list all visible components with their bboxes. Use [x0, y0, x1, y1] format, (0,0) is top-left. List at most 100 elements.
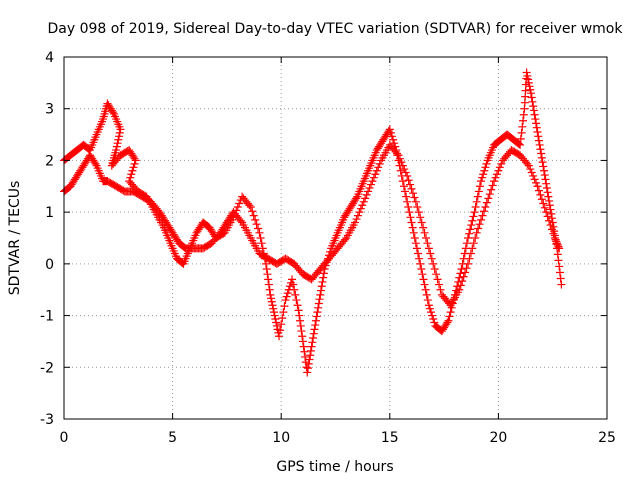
- data-point-marker: [479, 207, 488, 216]
- data-point-marker: [517, 128, 526, 137]
- data-point-marker: [492, 170, 501, 179]
- data-point-marker: [472, 228, 481, 237]
- data-point-marker: [410, 193, 419, 202]
- data-point-marker: [407, 218, 416, 227]
- axis-ticks: 0 5 10 15 20 25 -3 -2 -1 0 1 2 3 4: [40, 50, 616, 446]
- data-point-marker: [427, 308, 436, 317]
- data-point-marker: [422, 290, 431, 299]
- data-point-marker: [542, 184, 551, 193]
- data-point-marker: [416, 259, 425, 268]
- data-point-marker: [245, 201, 254, 210]
- data-point-marker: [286, 278, 295, 287]
- data-point-marker: [419, 223, 428, 232]
- data-point-marker: [128, 166, 137, 175]
- data-point-marker: [353, 211, 362, 220]
- data-point-marker: [371, 170, 380, 179]
- y-tick-label: 2: [45, 153, 54, 169]
- data-point-marker: [555, 262, 564, 271]
- data-point-marker: [112, 142, 121, 151]
- data-point-marker: [472, 197, 481, 206]
- data-point-marker: [526, 89, 535, 98]
- data-point-marker: [529, 106, 538, 115]
- chart-title: Day 098 of 2019, Sidereal Day-to-day VTE…: [48, 21, 624, 37]
- data-point-marker: [551, 235, 560, 244]
- data-point-marker: [386, 128, 395, 137]
- data-point-marker: [459, 254, 468, 263]
- data-point-marker: [443, 318, 452, 327]
- data-point-marker: [310, 325, 319, 334]
- data-point-marker: [413, 202, 422, 211]
- data-point-marker: [296, 321, 305, 330]
- data-point-marker: [412, 244, 421, 253]
- data-point-marker: [268, 301, 277, 310]
- data-point-marker: [519, 110, 528, 119]
- data-point-marker: [538, 158, 547, 167]
- data-point-marker: [523, 159, 532, 168]
- data-point-marker: [306, 346, 315, 355]
- data-point-marker: [409, 228, 418, 237]
- data-point-marker: [257, 239, 266, 248]
- data-point-marker: [309, 329, 318, 338]
- data-point-marker: [456, 269, 465, 278]
- data-point-marker: [390, 139, 399, 148]
- data-point-marker: [319, 273, 328, 282]
- data-point-marker: [401, 168, 410, 177]
- data-point-marker: [282, 292, 291, 301]
- data-point-marker: [308, 338, 317, 347]
- data-point-marker: [457, 265, 466, 274]
- data-point-marker: [463, 234, 472, 242]
- data-point-marker: [482, 198, 491, 207]
- data-point-marker: [323, 254, 332, 263]
- data-point-marker: [422, 234, 430, 242]
- data-point-marker: [461, 244, 470, 253]
- x-tick-label: 5: [168, 430, 177, 446]
- data-point-marker: [545, 201, 554, 210]
- data-point-marker: [290, 285, 299, 294]
- data-point-marker: [447, 303, 456, 312]
- data-point-marker: [292, 296, 301, 305]
- data-point-marker: [230, 209, 239, 218]
- data-point-marker: [444, 316, 453, 325]
- data-point-marker: [477, 215, 486, 224]
- data-point-marker: [408, 223, 417, 232]
- data-point-marker: [279, 308, 288, 317]
- data-point-marker: [425, 304, 434, 313]
- data-marks: [60, 68, 566, 377]
- data-point-marker: [516, 134, 525, 143]
- y-tick-label: 4: [45, 50, 54, 66]
- data-point-marker: [545, 196, 554, 205]
- data-point-marker: [131, 156, 140, 165]
- data-point-marker: [475, 220, 484, 229]
- data-point-marker: [418, 270, 427, 279]
- data-point-marker: [430, 318, 439, 327]
- data-point-marker: [359, 197, 368, 206]
- data-point-marker: [423, 239, 432, 248]
- data-point-marker: [424, 244, 433, 253]
- data-point-marker: [527, 93, 536, 102]
- data-point-marker: [352, 215, 361, 224]
- data-point-marker: [435, 280, 444, 289]
- data-point-marker: [420, 280, 429, 289]
- data-point-marker: [313, 308, 322, 317]
- data-point-marker: [411, 239, 420, 248]
- data-point-marker: [462, 239, 471, 248]
- data-point-marker: [477, 177, 486, 186]
- data-point-marker: [494, 166, 503, 175]
- data-point-marker: [248, 207, 257, 216]
- data-point-marker: [550, 231, 559, 240]
- data-point-marker: [446, 308, 455, 317]
- data-point-marker: [557, 280, 566, 289]
- data-point-marker: [432, 270, 441, 279]
- data-point-marker: [460, 249, 469, 258]
- data-point-marker: [114, 135, 123, 144]
- data-point-marker: [304, 359, 313, 368]
- data-point-marker: [471, 202, 480, 211]
- data-point-marker: [467, 221, 476, 230]
- data-point-marker: [303, 364, 312, 373]
- data-point-marker: [233, 202, 242, 211]
- data-point-marker: [316, 290, 325, 299]
- data-point-marker: [526, 85, 535, 94]
- data-point-marker: [271, 315, 280, 324]
- data-point-marker: [466, 225, 475, 234]
- data-point-marker: [291, 290, 300, 299]
